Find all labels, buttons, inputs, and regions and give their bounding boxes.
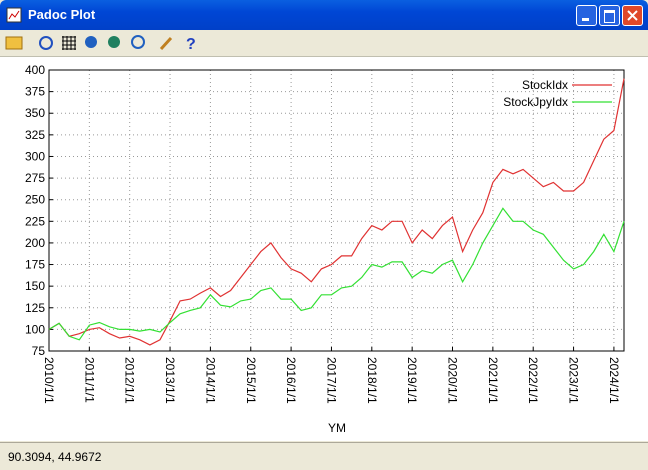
chart: YM 75 100 125 150 175 200 225 250 275 300 325 350 37… [0, 57, 648, 441]
y-tick-label: 325 [25, 128, 45, 142]
y-tick-label: 275 [25, 171, 45, 185]
close-button[interactable] [622, 5, 643, 26]
x-tick-label: 2022/1/1 [526, 357, 540, 404]
y-tick-label: 300 [25, 149, 45, 163]
open-button[interactable] [5, 36, 23, 50]
app-icon [6, 7, 22, 23]
line-series [48, 78, 625, 346]
x-tick-label: 2016/1/1 [284, 357, 298, 404]
x-tick-label: 2011/1/1 [82, 357, 96, 403]
x-tick-label: 2019/1/1 [405, 357, 419, 404]
x-axis-label: YM [328, 421, 346, 435]
zoom-fit-button[interactable] [131, 35, 145, 49]
x-tick-label: 2018/1/1 [365, 357, 379, 404]
status-text: 90.3094, 44.9672 [8, 450, 102, 464]
y-tick-label: 400 [25, 63, 45, 77]
zoom-out-button[interactable] [108, 36, 120, 48]
status-bar: 90.3094, 44.9672 [0, 442, 648, 470]
settings-button[interactable] [159, 36, 173, 51]
y-tick-label: 75 [32, 344, 46, 358]
line-series [48, 207, 625, 341]
toolbar: ? [0, 30, 648, 57]
y-tick-label: 175 [25, 258, 45, 272]
y-tick-label: 350 [25, 106, 45, 120]
x-tick-label: 2020/1/1 [446, 357, 460, 404]
x-tick-label: 2017/1/1 [324, 357, 338, 404]
x-tick-label: 2012/1/1 [123, 357, 137, 404]
x-tick-label: 2014/1/1 [203, 357, 217, 404]
grid-button[interactable] [62, 36, 76, 50]
y-tick-label: 125 [25, 301, 45, 315]
svg-text:?: ? [186, 36, 196, 53]
help-button[interactable]: ? [186, 36, 196, 53]
y-tick-label: 225 [25, 214, 45, 228]
plot-frame [48, 69, 625, 352]
x-tick-label: 2023/1/1 [567, 357, 581, 404]
x-tick-label: 2021/1/1 [486, 357, 500, 404]
x-tick-label: 2013/1/1 [163, 357, 177, 404]
refresh-button[interactable] [39, 36, 53, 50]
y-tick-label: 200 [25, 236, 45, 250]
title-bar: Padoc Plot [0, 0, 648, 30]
y-tick-label: 250 [25, 193, 45, 207]
x-tick-label: 2015/1/1 [244, 357, 258, 404]
x-tick-label: 2010/1/1 [42, 357, 56, 404]
x-tick-label: 2024/1/1 [607, 357, 621, 404]
minimize-button[interactable] [576, 5, 597, 26]
legend-label: StockJpyIdx [503, 95, 568, 109]
y-tick-label: 100 [25, 322, 45, 336]
zoom-in-button[interactable] [85, 36, 97, 48]
legend-label: StockIdx [522, 78, 568, 92]
y-tick-label: 375 [25, 85, 45, 99]
y-tick-label: 150 [25, 279, 45, 293]
maximize-button[interactable] [599, 5, 620, 26]
toolbar-icons: ? [5, 35, 196, 53]
window-title: Padoc Plot [28, 7, 96, 22]
